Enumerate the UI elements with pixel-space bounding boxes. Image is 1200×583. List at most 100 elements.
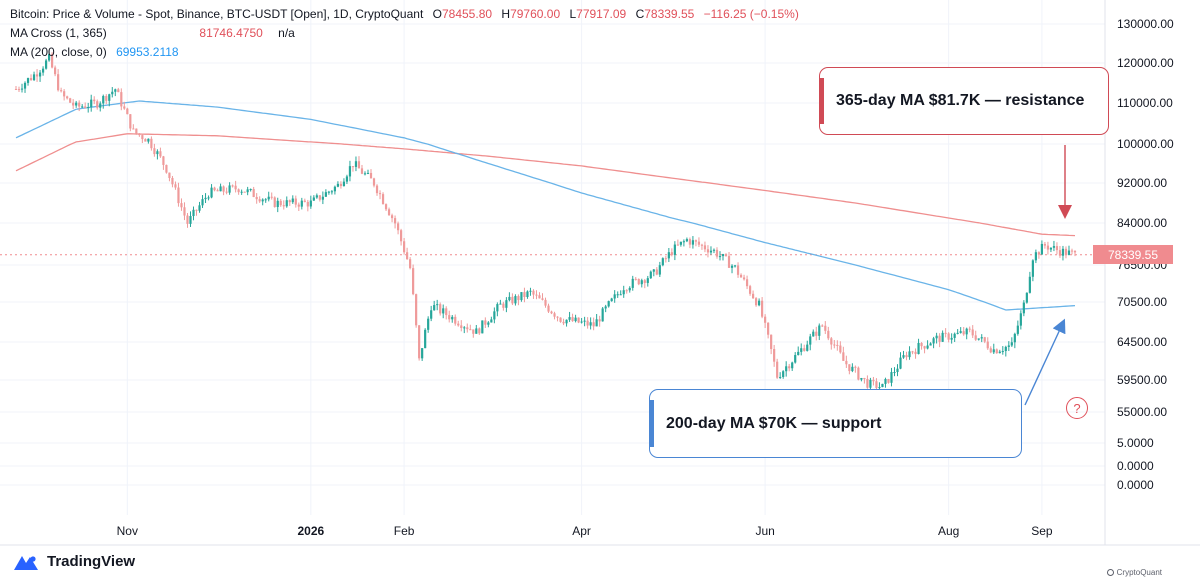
candle [75,100,78,108]
candle [60,87,63,93]
candle [448,310,451,323]
candle [93,96,96,105]
candle [69,97,72,103]
candle [502,301,505,311]
candle [255,193,258,204]
candle [35,69,39,82]
candle [105,94,108,105]
candle [511,293,514,306]
candle [78,100,81,112]
candle [213,186,216,192]
candle [553,311,556,320]
candle [32,71,36,82]
candle [300,197,303,210]
candle [17,86,21,93]
candle [839,341,842,354]
candle [1058,245,1062,258]
low-value: 77917.09 [576,7,627,21]
candle [1010,337,1013,347]
candle [243,191,246,193]
candle [920,342,923,350]
candle [664,256,667,263]
candle [454,314,457,326]
candle [881,383,884,388]
candle [748,284,752,296]
candle [577,317,580,324]
candle [219,183,222,192]
candle [929,342,932,346]
candle [23,81,27,93]
candle [733,264,737,268]
candle [409,257,412,270]
candle [995,348,998,354]
candle [162,155,165,170]
tradingview-logo[interactable]: TradingView [14,553,135,570]
candle [649,270,652,279]
candle [739,273,743,278]
open-value: 78455.80 [441,7,493,21]
candle [312,195,315,201]
candle [159,147,162,158]
candle [1043,241,1047,249]
candle [138,133,141,137]
candle [381,192,385,205]
candle [691,236,695,249]
candle [712,248,716,254]
candle [709,246,713,255]
candle [38,70,42,82]
candle [631,275,634,291]
candle [538,292,541,299]
candle [601,306,604,322]
ma-cross-extra: n/a [278,26,295,40]
candle [628,286,631,293]
candle [63,89,66,101]
support-callout: 200-day MA $70K — support [649,389,1022,458]
candle [1046,241,1050,255]
candle [20,83,24,93]
x-tick-label: Jun [755,524,774,538]
candle [529,287,532,296]
candle [445,306,448,320]
ma200-line [15,100,1076,311]
candle [580,318,583,324]
y-tick-label: 84000.00 [1117,216,1167,230]
candle [177,182,180,207]
candle [517,294,520,306]
candle [622,285,625,298]
candle [291,195,294,204]
candle [123,101,126,110]
candle [135,128,138,135]
candle [863,377,866,384]
candle [496,302,499,317]
candle [505,297,508,313]
candle [204,193,207,203]
candle [29,74,33,81]
candle [911,350,914,355]
candle [165,164,168,174]
candle [210,184,213,199]
candle [818,323,821,341]
candle [559,317,562,323]
question-icon[interactable]: ? [1066,397,1088,419]
candle [490,316,493,323]
x-tick-label: 2026 [297,524,324,538]
y-tick-label: 55000.00 [1117,405,1167,419]
candle [730,264,734,274]
last-price-tag: 78339.55 [1093,245,1173,264]
candle [150,136,153,151]
candle [41,66,45,76]
legend-ma-cross-row[interactable]: MA Cross (1, 365) 81746.4750 n/a [10,24,799,43]
candle [111,87,114,98]
candle [487,321,490,328]
candle [342,178,346,187]
candle [613,290,616,303]
candle [1016,320,1019,336]
candle [228,182,231,195]
legend-ma200-row[interactable]: MA (200, close, 0) 69953.2118 [10,43,799,62]
candle [457,320,460,327]
candle [195,209,198,216]
candle [833,339,836,349]
candle [249,188,252,192]
candle [800,343,803,356]
